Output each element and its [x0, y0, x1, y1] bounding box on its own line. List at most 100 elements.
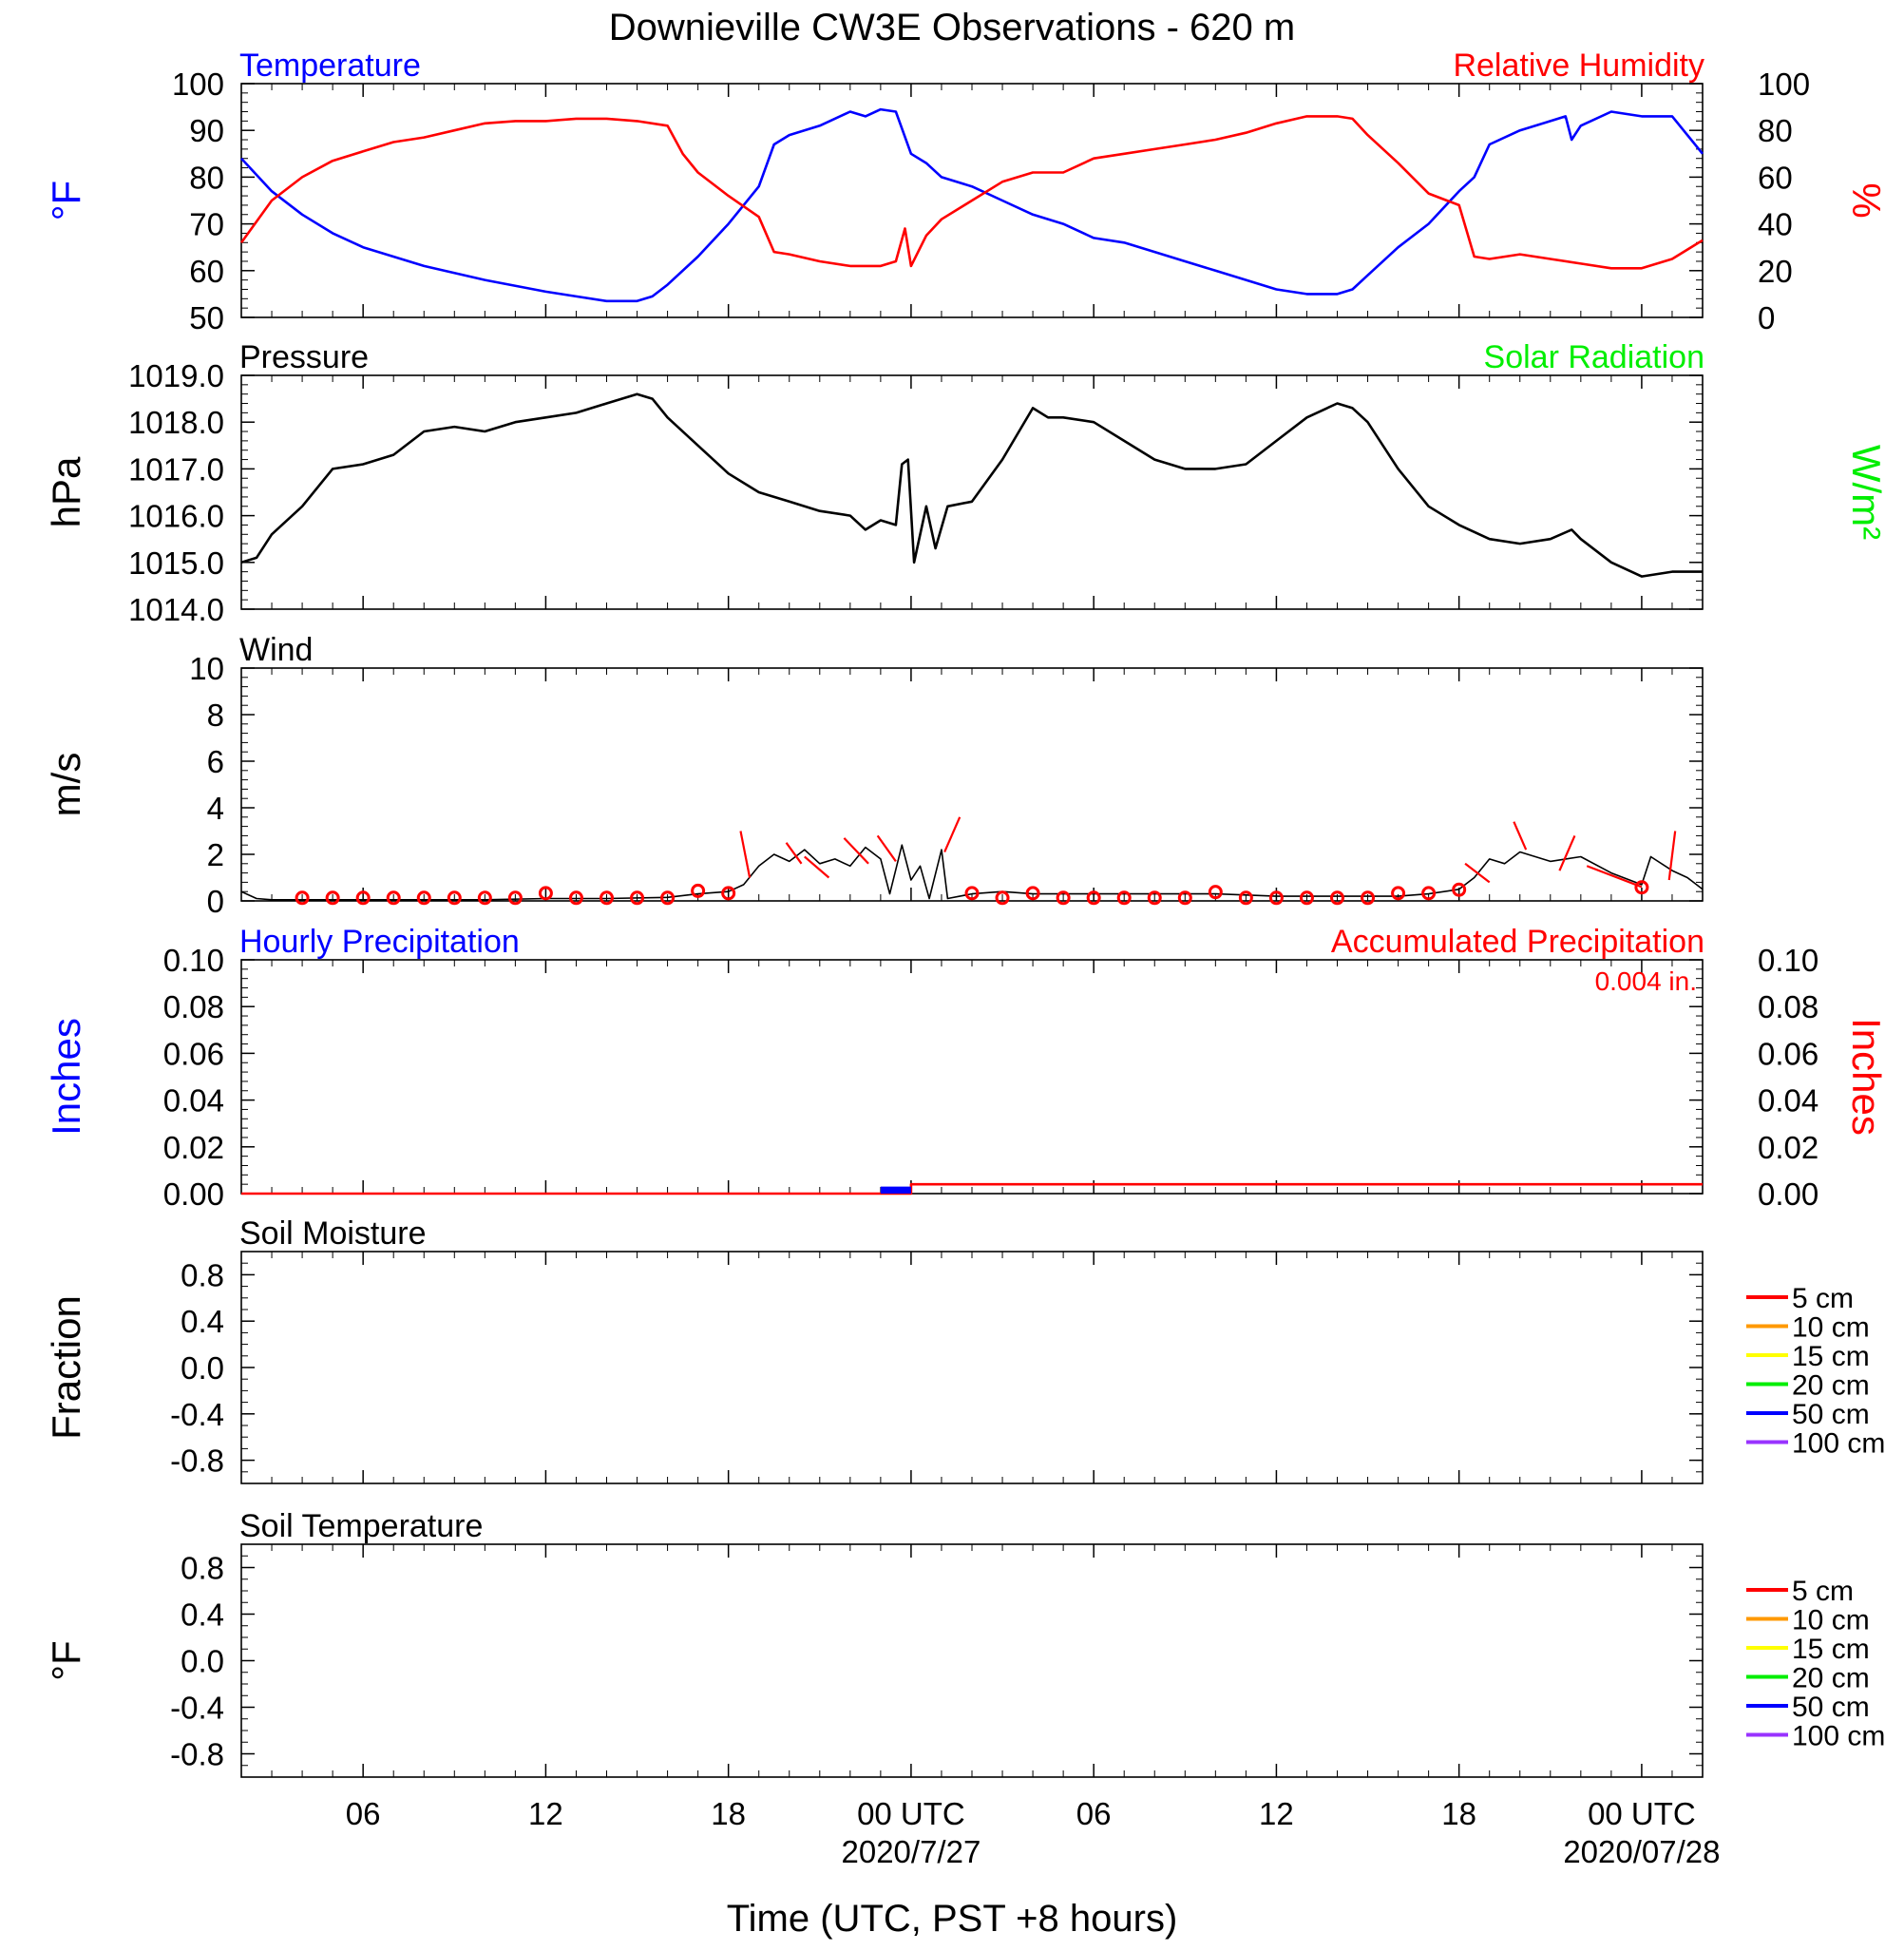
- x-tick-label: 12: [528, 1796, 563, 1831]
- y-tick-label-right: 80: [1758, 113, 1793, 148]
- y-axis-label-left: °F: [44, 181, 88, 220]
- legend-label: 50 cm: [1792, 1399, 1870, 1430]
- wind-calm-marker: [507, 890, 523, 906]
- y-tick-label-left: 1015.0: [128, 545, 224, 581]
- y-tick-label-left: 0.00: [163, 1176, 224, 1212]
- panel-title-right: Accumulated Precipitation: [1331, 924, 1704, 960]
- panel-pressure: 1014.0 1015.0 1016.0 1017.0 1018.0 1019.0 Pres…: [44, 339, 1889, 627]
- y-tick-label-left: 90: [189, 113, 224, 148]
- x-axis-label: Time (UTC, PST +8 hours): [727, 1898, 1178, 1940]
- wind-barb-shaft: [943, 816, 962, 852]
- wind-calm-marker: [964, 886, 980, 901]
- wind-calm-marker: [1116, 890, 1132, 906]
- wind-calm-marker: [691, 883, 706, 898]
- wind-calm-marker: [1361, 890, 1376, 906]
- panel-title-left: Temperature: [239, 48, 421, 84]
- y-tick-label-left: 0.0: [181, 1350, 224, 1386]
- x-tick-date-label: 2020/07/28: [1563, 1834, 1720, 1869]
- wind-calm-marker: [1025, 886, 1040, 901]
- legend-label: 50 cm: [1792, 1692, 1870, 1723]
- wind-calm-marker: [1268, 890, 1284, 906]
- legend-label: 20 cm: [1792, 1663, 1870, 1694]
- y-tick-label-right: 100: [1758, 67, 1810, 102]
- y-tick-label-left: 1014.0: [128, 592, 224, 627]
- x-tick-date-label: 2020/7/27: [842, 1834, 981, 1869]
- y-tick-label-left: 0.0: [181, 1644, 224, 1679]
- wind-calm-marker: [600, 890, 614, 906]
- x-tick-label: 06: [346, 1796, 381, 1831]
- wind-barb-shaft: [804, 855, 830, 879]
- y-tick-label-right: 20: [1758, 254, 1793, 289]
- figure-title: Downieville CW3E Observations - 620 m: [609, 7, 1295, 48]
- y-tick-label-left: 0.8: [181, 1551, 224, 1586]
- y-tick-label-left: 6: [207, 744, 224, 779]
- y-tick-label-left: 50: [189, 300, 224, 335]
- y-tick-label-left: -0.4: [170, 1397, 224, 1432]
- y-tick-label-left: 10: [189, 651, 224, 686]
- wind-calm-marker: [295, 890, 310, 906]
- legend-label: 10 cm: [1792, 1605, 1870, 1636]
- plot-frame: [240, 374, 1704, 610]
- y-tick-label-right: 0.02: [1758, 1130, 1818, 1165]
- wind-barb-shaft: [1558, 834, 1576, 871]
- x-tick-label: 06: [1076, 1796, 1112, 1831]
- wind-calm-marker: [995, 890, 1010, 906]
- wind-calm-marker: [721, 886, 736, 901]
- accum-total-label: 0.004 in.: [1595, 966, 1697, 996]
- wind-barb-shaft: [785, 842, 803, 865]
- y-axis-label-right: %: [1844, 182, 1889, 218]
- wind-calm-marker: [568, 890, 583, 906]
- plot-frame: [240, 959, 1704, 1195]
- y-tick-label-left: 0.8: [181, 1257, 224, 1292]
- hourly-precip-bar: [880, 1186, 911, 1194]
- y-tick-label-left: 0.4: [181, 1597, 224, 1633]
- y-tick-label-left: 0: [207, 884, 224, 919]
- legend-label: 100 cm: [1792, 1721, 1885, 1752]
- wind-barb-shaft: [1586, 865, 1643, 889]
- wind-calm-marker: [1421, 886, 1437, 901]
- y-tick-label-left: 0.10: [163, 943, 224, 978]
- wind-calm-marker: [416, 890, 431, 906]
- wind-calm-marker: [477, 890, 492, 906]
- wind-calm-marker: [1177, 890, 1192, 906]
- y-axis-label-right: W/m²: [1844, 445, 1889, 540]
- panel-title-right: Solar Radiation: [1484, 339, 1704, 375]
- panel-precip: 0.00 0.02 0.04 0.06 0.08 0.10 0.00 0.02 0.04 0.06…: [44, 924, 1889, 1212]
- y-tick-label-left: -0.8: [170, 1737, 224, 1772]
- y-tick-label-left: 60: [189, 254, 224, 289]
- legend-label: 15 cm: [1792, 1634, 1870, 1665]
- y-tick-label-right: 0: [1758, 300, 1775, 335]
- y-tick-label-left: 0.08: [163, 989, 224, 1024]
- y-tick-label-left: 80: [189, 160, 224, 195]
- wind-calm-marker: [1208, 885, 1223, 900]
- wind-barb-shaft: [843, 837, 869, 865]
- wind-calm-marker: [386, 890, 401, 906]
- wind-calm-marker: [1086, 890, 1101, 906]
- y-tick-label-left: 1018.0: [128, 405, 224, 440]
- wind-barb-shaft: [1513, 821, 1528, 851]
- y-tick-label-left: -0.8: [170, 1444, 224, 1479]
- series-line-0: [240, 392, 1703, 578]
- series-line-0: [240, 107, 1704, 303]
- legend-label: 100 cm: [1792, 1428, 1885, 1460]
- panel-soil_moisture: -0.8 -0.4 0.0 0.4 0.8 Soil Moisture Fraction 5 …: [44, 1215, 1885, 1484]
- y-tick-label-left: 0.4: [181, 1304, 224, 1339]
- panel-temp_rh: 50 60 70 80 90 100 0 20 40 60 80 100 Temperature Rela…: [44, 48, 1889, 335]
- panel-title-left: Pressure: [239, 339, 369, 375]
- wind-calm-marker: [538, 886, 553, 901]
- legend-label: 20 cm: [1792, 1370, 1870, 1402]
- wind-barb-shaft: [1464, 862, 1491, 884]
- wind-calm-marker: [1330, 890, 1344, 906]
- y-tick-label-right: 0.04: [1758, 1083, 1818, 1119]
- wind-calm-marker: [660, 890, 676, 906]
- y-tick-label-left: 100: [172, 67, 224, 102]
- y-axis-label-left: °F: [44, 1640, 88, 1680]
- x-tick-label: 00 UTC: [857, 1796, 965, 1831]
- y-tick-label-left: 1017.0: [128, 451, 224, 487]
- legend-label: 5 cm: [1792, 1283, 1854, 1314]
- wind-calm-marker: [325, 890, 340, 906]
- panel-title-right: Relative Humidity: [1453, 48, 1704, 84]
- wind-calm-marker: [1452, 882, 1467, 897]
